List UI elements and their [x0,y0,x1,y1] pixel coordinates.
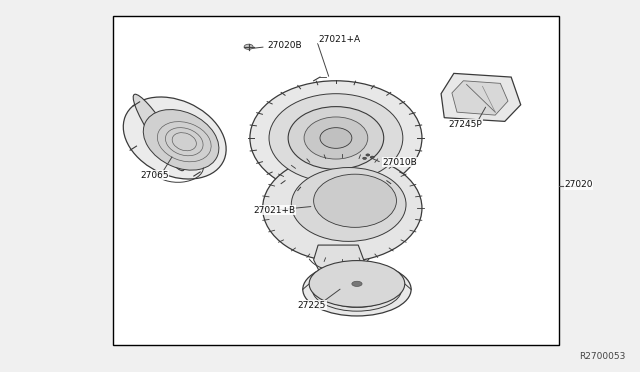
Ellipse shape [269,94,403,182]
Text: R2700053: R2700053 [579,352,626,361]
Ellipse shape [288,107,384,169]
Ellipse shape [143,109,219,170]
Ellipse shape [309,260,404,307]
Ellipse shape [352,281,362,286]
Text: 27021+B: 27021+B [253,206,295,215]
Ellipse shape [124,97,226,179]
Text: 27010B: 27010B [383,158,417,167]
Ellipse shape [366,154,370,156]
Ellipse shape [133,94,184,171]
Text: 27020: 27020 [564,180,593,189]
Polygon shape [441,73,521,121]
Text: 27020B: 27020B [268,41,302,50]
Ellipse shape [304,117,368,159]
Ellipse shape [312,267,401,311]
Text: 27065: 27065 [140,170,169,180]
Polygon shape [452,81,508,115]
Ellipse shape [314,174,396,227]
Ellipse shape [320,128,352,148]
Ellipse shape [262,155,422,262]
Ellipse shape [320,271,394,308]
Polygon shape [314,245,368,297]
Text: 27245P: 27245P [449,120,483,129]
Ellipse shape [371,156,374,158]
Ellipse shape [291,167,406,241]
Ellipse shape [363,157,367,160]
Ellipse shape [250,81,422,195]
Text: 27021+A: 27021+A [318,35,360,44]
Ellipse shape [244,44,253,49]
Ellipse shape [303,263,411,316]
Text: 27225: 27225 [298,301,326,310]
Bar [113,16,559,345]
